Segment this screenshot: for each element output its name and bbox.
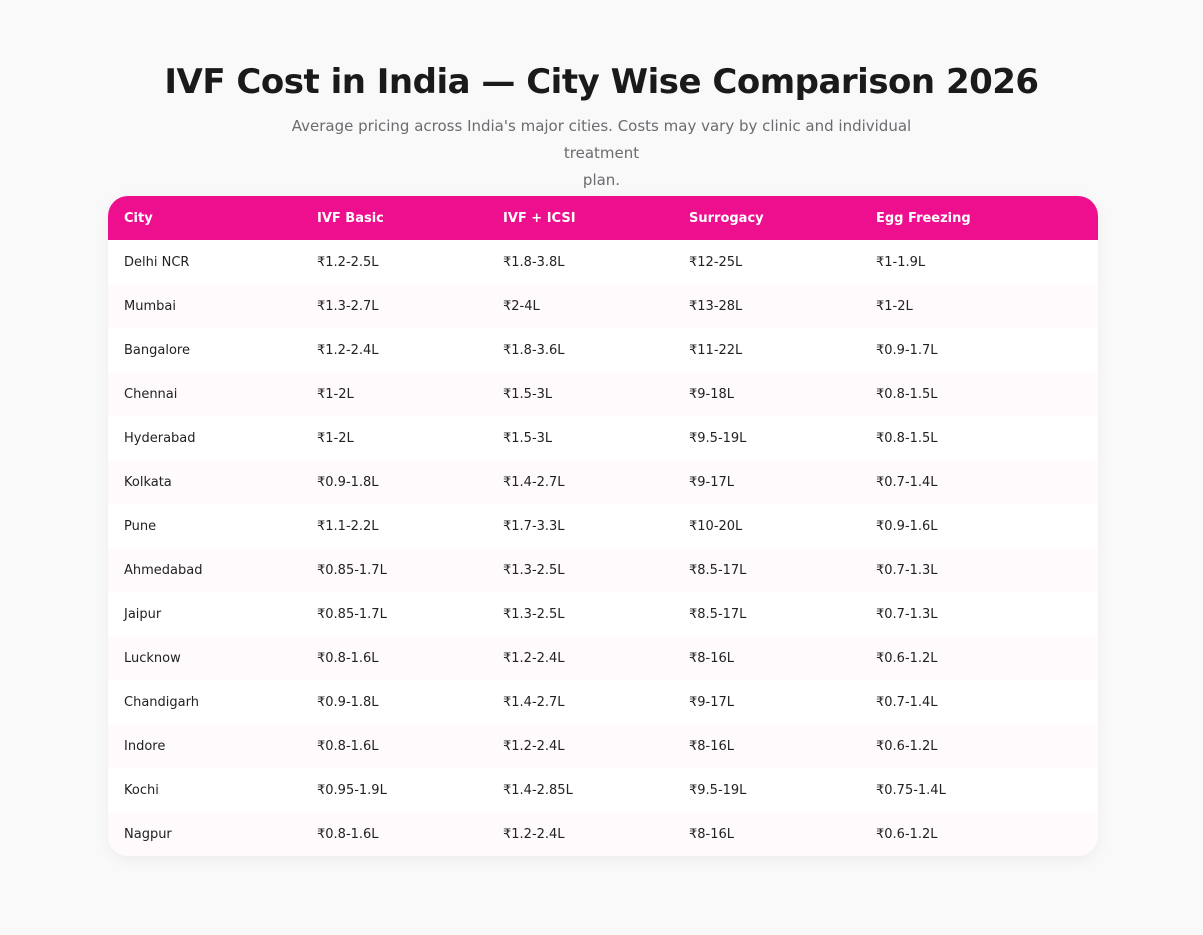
cell-city: Mumbai	[124, 298, 176, 314]
table-row: Indore ₹0.8-1.6L ₹1.2-2.4L ₹8-16L ₹0.6-1.2L	[108, 724, 1098, 768]
cell-surrogacy: ₹9-17L	[689, 694, 735, 710]
cell-surrogacy: ₹8.5-17L	[689, 562, 747, 578]
table-row: Chennai ₹1-2L ₹1.5-3L ₹9-18L ₹0.8-1.5L	[108, 372, 1098, 416]
cell-city: Lucknow	[124, 650, 181, 666]
cell-surrogacy: ₹8-16L	[689, 738, 735, 754]
cell-ivf-icsi: ₹1.4-2.7L	[503, 694, 565, 710]
table-body: Delhi NCR ₹1.2-2.5L ₹1.8-3.8L ₹12-25L ₹1-1.9…	[108, 240, 1098, 856]
cell-egg-freezing: ₹0.6-1.2L	[876, 650, 938, 666]
cell-surrogacy: ₹8.5-17L	[689, 606, 747, 622]
cell-surrogacy: ₹9.5-19L	[689, 430, 747, 446]
table-row: Bangalore ₹1.2-2.4L ₹1.8-3.6L ₹11-22L ₹0.9-1…	[108, 328, 1098, 372]
subtitle-line-2: plan.	[582, 171, 621, 189]
cell-ivf-icsi: ₹1.5-3L	[503, 430, 553, 446]
cell-ivf-basic: ₹1.3-2.7L	[317, 298, 379, 314]
table-row: Pune ₹1.1-2.2L ₹1.7-3.3L ₹10-20L ₹0.9-1.6L	[108, 504, 1098, 548]
cell-ivf-icsi: ₹1.8-3.6L	[503, 342, 565, 358]
cell-ivf-icsi: ₹1.2-2.4L	[503, 650, 565, 666]
table-row: Mumbai ₹1.3-2.7L ₹2-4L ₹13-28L ₹1-2L	[108, 284, 1098, 328]
cell-ivf-icsi: ₹2-4L	[503, 298, 540, 314]
table-row: Ahmedabad ₹0.85-1.7L ₹1.3-2.5L ₹8.5-17L ₹0.7…	[108, 548, 1098, 592]
table-row: Hyderabad ₹1-2L ₹1.5-3L ₹9.5-19L ₹0.8-1.5L	[108, 416, 1098, 460]
cell-city: Ahmedabad	[124, 562, 203, 578]
cell-surrogacy: ₹9.5-19L	[689, 782, 747, 798]
cell-ivf-basic: ₹0.85-1.7L	[317, 562, 387, 578]
cell-ivf-basic: ₹0.8-1.6L	[317, 650, 379, 666]
cell-ivf-basic: ₹1.2-2.5L	[317, 254, 379, 270]
cell-egg-freezing: ₹1-1.9L	[876, 254, 926, 270]
cell-ivf-basic: ₹0.9-1.8L	[317, 694, 379, 710]
cell-city: Chandigarh	[124, 694, 199, 710]
cell-surrogacy: ₹10-20L	[689, 518, 743, 534]
cell-ivf-icsi: ₹1.8-3.8L	[503, 254, 565, 270]
cell-city: Chennai	[124, 386, 178, 402]
cell-egg-freezing: ₹0.9-1.7L	[876, 342, 938, 358]
page-subtitle: Average pricing across India's major cit…	[270, 113, 933, 194]
table-header-row: City IVF Basic IVF + ICSI Surrogacy Egg …	[108, 196, 1098, 240]
cell-city: Kochi	[124, 782, 159, 798]
cell-ivf-basic: ₹1.2-2.4L	[317, 342, 379, 358]
table-row: Nagpur ₹0.8-1.6L ₹1.2-2.4L ₹8-16L ₹0.6-1.2L	[108, 812, 1098, 856]
cell-egg-freezing: ₹0.7-1.3L	[876, 606, 938, 622]
cell-surrogacy: ₹11-22L	[689, 342, 743, 358]
cell-ivf-icsi: ₹1.2-2.4L	[503, 826, 565, 842]
column-header-ivf-basic: IVF Basic	[317, 210, 384, 226]
cell-city: Pune	[124, 518, 157, 534]
cell-egg-freezing: ₹1-2L	[876, 298, 913, 314]
cell-surrogacy: ₹8-16L	[689, 650, 735, 666]
column-header-egg-freezing: Egg Freezing	[876, 210, 971, 226]
cell-ivf-icsi: ₹1.4-2.85L	[503, 782, 573, 798]
cell-egg-freezing: ₹0.9-1.6L	[876, 518, 938, 534]
column-header-city: City	[124, 210, 153, 226]
cell-surrogacy: ₹12-25L	[689, 254, 743, 270]
page-title: IVF Cost in India — City Wise Comparison…	[164, 62, 1039, 102]
subtitle-line-1: Average pricing across India's major cit…	[291, 117, 912, 162]
cell-ivf-icsi: ₹1.3-2.5L	[503, 606, 565, 622]
cell-egg-freezing: ₹0.8-1.5L	[876, 430, 938, 446]
table-row: Jaipur ₹0.85-1.7L ₹1.3-2.5L ₹8.5-17L ₹0.7-1.…	[108, 592, 1098, 636]
cell-ivf-basic: ₹0.9-1.8L	[317, 474, 379, 490]
cell-egg-freezing: ₹0.7-1.4L	[876, 474, 938, 490]
table-row: Kolkata ₹0.9-1.8L ₹1.4-2.7L ₹9-17L ₹0.7-1.4L	[108, 460, 1098, 504]
cell-city: Jaipur	[124, 606, 162, 622]
table-row: Chandigarh ₹0.9-1.8L ₹1.4-2.7L ₹9-17L ₹0.7-1…	[108, 680, 1098, 724]
cell-city: Indore	[124, 738, 166, 754]
cell-egg-freezing: ₹0.8-1.5L	[876, 386, 938, 402]
column-header-surrogacy: Surrogacy	[689, 210, 764, 226]
cell-city: Bangalore	[124, 342, 190, 358]
cell-egg-freezing: ₹0.7-1.3L	[876, 562, 938, 578]
cell-egg-freezing: ₹0.7-1.4L	[876, 694, 938, 710]
cell-ivf-icsi: ₹1.7-3.3L	[503, 518, 565, 534]
cell-surrogacy: ₹13-28L	[689, 298, 743, 314]
cell-surrogacy: ₹9-18L	[689, 386, 735, 402]
cell-ivf-icsi: ₹1.5-3L	[503, 386, 553, 402]
cell-ivf-basic: ₹0.85-1.7L	[317, 606, 387, 622]
column-header-ivf-icsi: IVF + ICSI	[503, 210, 576, 226]
table-row: Delhi NCR ₹1.2-2.5L ₹1.8-3.8L ₹12-25L ₹1-1.9…	[108, 240, 1098, 284]
table-row: Kochi ₹0.95-1.9L ₹1.4-2.85L ₹9.5-19L ₹0.75-1…	[108, 768, 1098, 812]
cell-surrogacy: ₹9-17L	[689, 474, 735, 490]
cost-comparison-table: City IVF Basic IVF + ICSI Surrogacy Egg …	[108, 196, 1098, 856]
cell-city: Kolkata	[124, 474, 172, 490]
cell-city: Delhi NCR	[124, 254, 190, 270]
cell-ivf-icsi: ₹1.3-2.5L	[503, 562, 565, 578]
cell-ivf-basic: ₹1.1-2.2L	[317, 518, 379, 534]
cell-ivf-icsi: ₹1.4-2.7L	[503, 474, 565, 490]
cell-city: Nagpur	[124, 826, 172, 842]
table-row: Lucknow ₹0.8-1.6L ₹1.2-2.4L ₹8-16L ₹0.6-1.2L	[108, 636, 1098, 680]
cell-ivf-icsi: ₹1.2-2.4L	[503, 738, 565, 754]
cell-surrogacy: ₹8-16L	[689, 826, 735, 842]
cell-egg-freezing: ₹0.75-1.4L	[876, 782, 946, 798]
cell-egg-freezing: ₹0.6-1.2L	[876, 738, 938, 754]
cell-ivf-basic: ₹1-2L	[317, 430, 354, 446]
cell-ivf-basic: ₹0.8-1.6L	[317, 826, 379, 842]
cell-city: Hyderabad	[124, 430, 196, 446]
cell-ivf-basic: ₹1-2L	[317, 386, 354, 402]
cell-ivf-basic: ₹0.95-1.9L	[317, 782, 387, 798]
cell-egg-freezing: ₹0.6-1.2L	[876, 826, 938, 842]
cell-ivf-basic: ₹0.8-1.6L	[317, 738, 379, 754]
